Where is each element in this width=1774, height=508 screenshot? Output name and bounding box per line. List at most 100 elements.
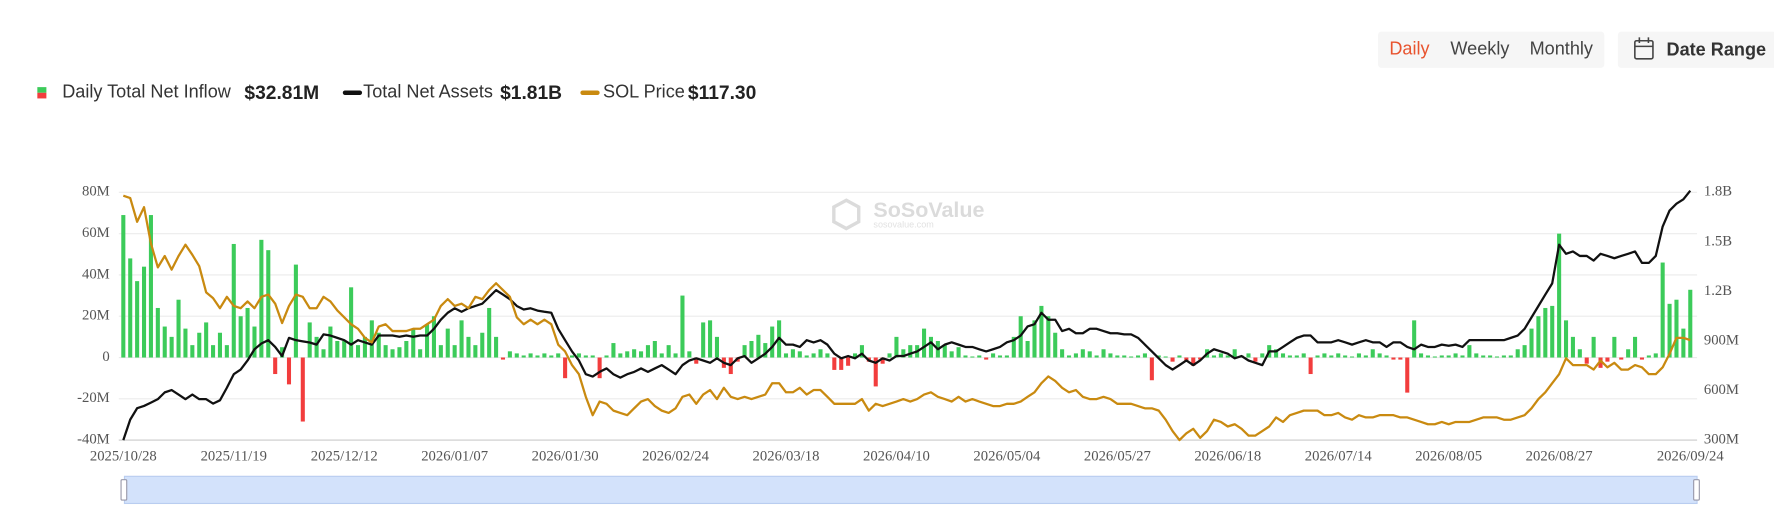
bar [1460, 355, 1465, 358]
bar [1218, 353, 1223, 358]
y2-tick-label: 600M [1704, 382, 1739, 398]
bar [977, 355, 982, 358]
bar [583, 355, 588, 358]
tab-daily[interactable]: Daily [1389, 39, 1430, 59]
bar [1115, 355, 1120, 358]
x-tick-label: 2026/08/05 [1415, 448, 1482, 464]
bar [1577, 349, 1582, 358]
date-range-button[interactable] [1617, 31, 1774, 68]
bar [790, 349, 795, 358]
bar [1287, 355, 1292, 358]
bar [1653, 353, 1658, 358]
navigator[interactable] [123, 475, 1698, 505]
bar [1619, 357, 1624, 360]
bar [1646, 355, 1651, 358]
watermark-sub: sosovalue.com [873, 220, 933, 230]
y-tick-label: 0 [102, 349, 109, 365]
bar [1004, 355, 1009, 358]
bar [390, 349, 395, 358]
bar [818, 349, 823, 358]
bar [1301, 353, 1306, 358]
bar [859, 345, 864, 358]
bar [632, 349, 637, 358]
bar [141, 266, 147, 358]
date-range-label[interactable]: Date Range [1667, 40, 1767, 60]
bar [459, 320, 464, 358]
bar [1432, 356, 1437, 358]
bar [1412, 320, 1417, 358]
tab-monthly[interactable]: Monthly [1530, 39, 1594, 59]
navigator-handle[interactable] [120, 479, 128, 501]
bar [963, 355, 968, 358]
bar [708, 320, 713, 358]
bar [1032, 320, 1037, 358]
bar [349, 287, 354, 358]
x-tick-label: 2025/10/28 [90, 448, 157, 464]
bar [604, 355, 609, 358]
bar [1198, 357, 1203, 360]
line-2 [122, 194, 1691, 442]
bar [1308, 357, 1313, 375]
bar [1156, 355, 1161, 358]
bar [1529, 328, 1534, 358]
bar [162, 326, 167, 358]
bar [542, 353, 547, 358]
bar [466, 336, 471, 358]
bar [901, 349, 906, 358]
legend-label: Total Net Assets [363, 82, 493, 102]
y2-tick-label: 1.8B [1704, 184, 1732, 200]
bar [618, 353, 623, 358]
bar [714, 336, 720, 358]
bar [1501, 355, 1506, 358]
bar [763, 343, 768, 358]
line-1 [122, 189, 1692, 441]
bar [1087, 351, 1092, 358]
x-tick-label: 2026/02/24 [642, 448, 710, 464]
x-tick-label: 2026/01/07 [421, 448, 488, 464]
bar [176, 299, 181, 358]
bar [1253, 357, 1258, 362]
bar [1626, 349, 1631, 358]
bar [1591, 336, 1596, 358]
legend-value: $117.30 [688, 83, 756, 104]
legend: Daily Total Net Inflow $32.81M Total Net A… [37, 82, 756, 104]
bar [1598, 357, 1603, 368]
bar [1101, 349, 1106, 358]
bar [1260, 353, 1265, 358]
bar [1508, 355, 1513, 358]
legend-label: SOL Price [603, 82, 685, 102]
bar [1073, 353, 1078, 358]
bar [135, 281, 140, 358]
bar [224, 345, 229, 358]
tab-weekly[interactable]: Weekly [1450, 39, 1510, 59]
bar [1191, 357, 1196, 366]
bar [756, 334, 761, 358]
bar [811, 353, 816, 358]
bar [190, 345, 195, 358]
bar [280, 347, 285, 358]
bar [1246, 353, 1251, 358]
navigator-handle[interactable] [1693, 479, 1700, 501]
bar [1667, 303, 1672, 358]
bar [1488, 355, 1493, 358]
bar [1563, 320, 1569, 358]
bar [1674, 299, 1679, 358]
bar [894, 336, 899, 358]
bar [252, 326, 257, 358]
bar [887, 353, 892, 358]
bar [1391, 357, 1396, 360]
bar [148, 215, 153, 358]
bar [1343, 355, 1348, 358]
bar [1681, 328, 1686, 358]
bar [1053, 332, 1058, 358]
bar [556, 353, 561, 358]
bar [652, 341, 657, 358]
bar [701, 322, 706, 358]
legend-swatch [37, 87, 47, 93]
bar [1336, 353, 1341, 358]
bar [418, 349, 423, 358]
bar [273, 357, 278, 375]
bar [286, 357, 292, 385]
bar [1232, 349, 1237, 358]
bar [645, 345, 650, 358]
